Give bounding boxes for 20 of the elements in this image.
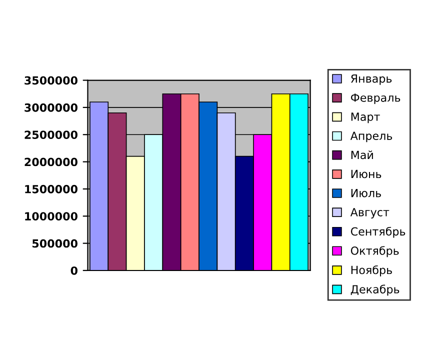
legend-label: Июнь [351,170,382,178]
y-tick-label: 3000000 [24,103,78,112]
legend-label: Декабрь [350,284,400,296]
legend-label: Апрель [350,132,392,142]
y-tick-label: 1500000 [25,184,78,194]
y-tick-label: 0 [70,266,78,275]
y-tick-label: 3500000 [24,76,78,85]
legend-label: Ноябрь [351,265,392,276]
y-tick-label: 1000000 [25,212,78,221]
legend-label: Июль [351,189,381,198]
legend-label: Октябрь [350,246,399,258]
legend-label: Май [351,150,373,160]
legend-label: Февраль [350,94,400,104]
y-tick-label: 2000000 [24,158,78,166]
legend-label: Март [351,112,380,124]
legend-label: Август [350,208,390,219]
legend-label: Сентябрь [350,226,406,238]
y-tick-label: 2500000 [24,130,78,139]
y-tick-label: 500000 [32,239,78,248]
legend-label: Январь [351,74,392,85]
